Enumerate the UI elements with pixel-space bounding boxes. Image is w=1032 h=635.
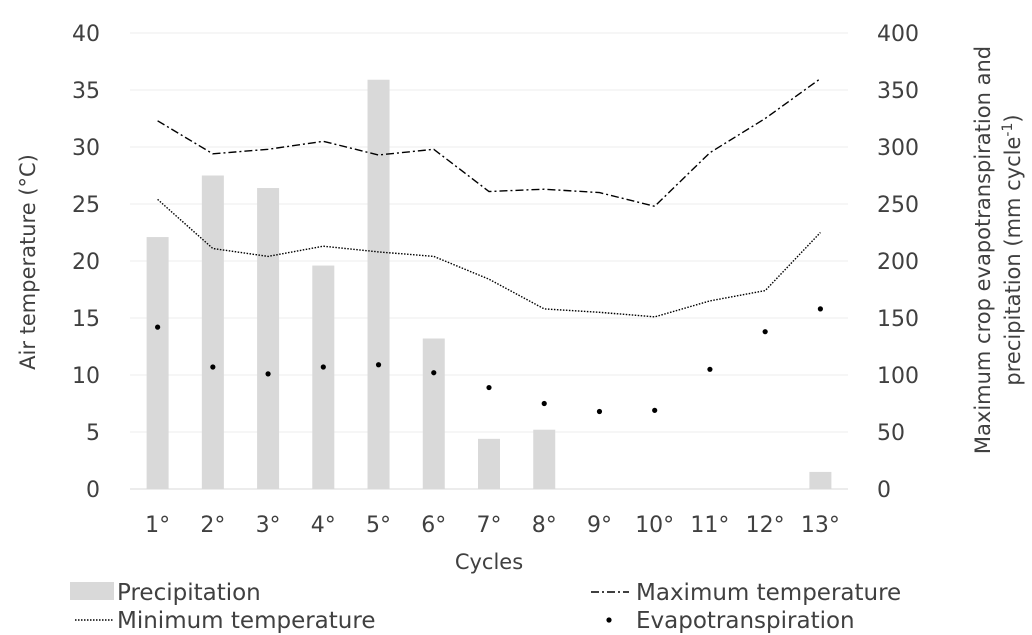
- evapotranspiration-point: [320, 364, 326, 370]
- right-tick-label: 350: [877, 79, 919, 104]
- evapotranspiration-point: [210, 364, 216, 370]
- legend-item-maximum-temperature: Maximum temperature: [591, 580, 901, 606]
- precipitation-bars: [146, 79, 832, 490]
- left-tick-label: 35: [72, 79, 100, 104]
- minimum-temperature-line: [157, 198, 821, 318]
- evapotranspiration-point: [431, 370, 437, 376]
- evapotranspiration-point: [486, 384, 492, 391]
- precipitation-bar: [533, 429, 556, 489]
- precipitation-bar: [146, 237, 169, 489]
- left-tick-label: 0: [86, 478, 100, 503]
- left-tick-label: 15: [72, 307, 100, 332]
- gridlines: [130, 32, 848, 490]
- x-tick-label: 3°: [256, 513, 281, 538]
- evapotranspiration-point: [707, 366, 713, 372]
- x-tick-label: 12°: [746, 513, 785, 538]
- precipitation-bar: [478, 438, 500, 489]
- right-tick-label: 100: [877, 364, 919, 389]
- left-tick-label: 5: [86, 421, 100, 446]
- right-axis-title-line2: precipitation (mm cycle-1): [1000, 114, 1025, 385]
- evapotranspiration-point: [817, 306, 823, 312]
- x-tick-label: 1°: [145, 513, 170, 538]
- evapotranspiration-points: [155, 306, 823, 415]
- evapotranspiration-point: [541, 400, 547, 407]
- temperature-lines: [157, 78, 821, 318]
- evapotranspiration-point: [762, 329, 768, 335]
- precipitation-bar: [257, 188, 280, 490]
- maximum-temperature-line: [157, 78, 821, 208]
- precipitation-bar: [201, 175, 224, 489]
- legend-item-precipitation: Precipitation: [70, 580, 261, 606]
- legend-label-precipitation: Precipitation: [117, 580, 261, 606]
- legend-item-evapotranspiration: Evapotranspiration: [606, 608, 855, 634]
- precipitation-bar: [367, 79, 390, 490]
- evapotranspiration-point: [265, 371, 271, 377]
- legend-label-minimum-temperature: Minimum temperature: [117, 608, 375, 634]
- legend-label-evapotranspiration: Evapotranspiration: [636, 608, 855, 634]
- legend: Precipitation Maximum temperature Minimu…: [70, 580, 901, 634]
- legend-label-maximum-temperature: Maximum temperature: [636, 580, 901, 606]
- legend-swatch-precipitation: [70, 582, 114, 600]
- x-tick-label: 10°: [635, 513, 674, 538]
- left-tick-label: 20: [72, 250, 100, 275]
- right-tick-label: 300: [877, 136, 919, 161]
- right-axis-title-line1: Maximum crop evapotranspiration and: [971, 46, 995, 454]
- x-tick-label: 4°: [311, 513, 336, 538]
- x-axis-ticks: 1° 2° 3° 4° 5° 6° 7° 8° 9° 10° 11° 12° 13°: [145, 513, 840, 538]
- evapotranspiration-point: [596, 408, 603, 415]
- right-tick-label: 400: [877, 22, 919, 47]
- right-tick-label: 50: [877, 421, 905, 446]
- right-tick-label: 0: [877, 478, 891, 503]
- precipitation-bar: [422, 338, 445, 489]
- right-tick-label: 200: [877, 250, 919, 275]
- right-axis-ticks: 0 50 100 150 200 250 300 350 400: [877, 22, 919, 503]
- evapotranspiration-point: [155, 324, 161, 330]
- evapotranspiration-point: [375, 362, 382, 368]
- right-tick-label: 150: [877, 307, 919, 332]
- left-tick-label: 30: [72, 136, 100, 161]
- left-axis-title: Air temperature (°C): [16, 154, 40, 370]
- left-axis-ticks: 0 5 10 15 20 25 30 35 40: [72, 22, 100, 503]
- x-tick-label: 9°: [587, 513, 612, 538]
- legend-swatch-evapotranspiration: [606, 617, 612, 623]
- x-tick-label: 8°: [532, 513, 557, 538]
- left-tick-label: 25: [72, 193, 100, 218]
- x-tick-label: 5°: [366, 513, 391, 538]
- evapotranspiration-point: [652, 407, 658, 413]
- x-tick-label: 11°: [690, 513, 729, 538]
- x-tick-label: 6°: [421, 513, 446, 538]
- x-tick-label: 13°: [801, 513, 840, 538]
- left-tick-label: 10: [72, 364, 100, 389]
- x-axis-title: Cycles: [455, 550, 523, 574]
- x-tick-label: 2°: [200, 513, 225, 538]
- precipitation-bar: [312, 265, 335, 489]
- right-tick-label: 250: [877, 193, 919, 218]
- legend-item-minimum-temperature: Minimum temperature: [75, 608, 375, 634]
- precipitation-bar: [809, 471, 832, 489]
- left-tick-label: 40: [72, 22, 100, 47]
- x-tick-label: 7°: [477, 513, 502, 538]
